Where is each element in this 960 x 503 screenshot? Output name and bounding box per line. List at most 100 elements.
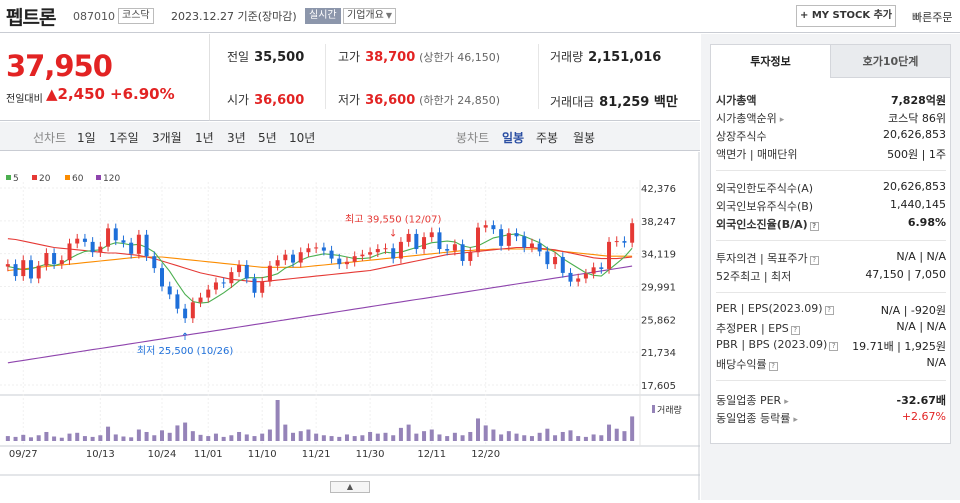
y-tick-label: 34,119 [641,250,676,261]
volume-bar [344,434,349,441]
high-value: 38,700 [365,50,416,65]
stock-name: 펩트론 [6,7,56,29]
tab-invest-info[interactable]: 투자정보 [711,45,830,78]
help-icon[interactable]: ? [768,362,778,371]
volume-bar [514,433,519,441]
candle-body [52,253,57,265]
x-tick-label: 12/20 [471,449,500,460]
volume-bar [599,435,604,441]
tab-10y[interactable]: 10년 [289,131,316,145]
w52-value: 47,150 | 7,050 [865,268,946,281]
tab-1y[interactable]: 1년 [195,131,214,145]
open-value: 36,600 [254,93,305,108]
pbr-label: PBR | BPS (2023.09) [716,338,828,351]
volume-bar [121,436,126,441]
mcap-rank-label-wrap: 시가총액순위 ▸ [716,110,784,126]
volume-bar [190,431,195,441]
row-sector-rate[interactable]: 동일업종 등락률 ▸ +2.67% [716,408,946,426]
tab-daily[interactable]: 일봉 [502,131,525,145]
volume-bar [221,436,226,441]
candle-body [213,282,218,290]
volume-bar [252,436,257,441]
dividend-label: 배당수익률 [716,358,767,371]
volume-bar [206,436,211,441]
stock-code: 087010 [73,10,115,23]
volume-bar [113,434,118,441]
volume-value: 2,151,016 [588,50,662,65]
volume-bar [129,437,134,441]
candle-body [21,260,26,277]
candle-body [429,232,434,238]
divider [716,292,946,293]
volume-bar [452,432,457,441]
sector-per-label-wrap: 동일업종 PER ▸ [716,392,789,408]
volume-bar [52,436,57,441]
candle-chart-label: 봉차트 [456,131,490,145]
candle-body [244,264,249,279]
candle-body [491,225,496,230]
tab-1d[interactable]: 1일 [77,131,96,145]
tab-monthly[interactable]: 월봉 [573,131,596,145]
volume-bar [75,432,80,441]
high-label: 고가 [338,50,361,64]
tab-5y[interactable]: 5년 [258,131,277,145]
row-foreign-limit: 외국인한도주식수(A) 20,626,853 [716,178,946,196]
company-overview-button[interactable]: 기업개요 ▼ [343,8,396,24]
volume-bar [82,436,87,441]
candle-body [36,265,41,279]
help-icon[interactable]: ? [809,256,819,265]
candle-body [537,243,542,252]
help-icon[interactable]: ? [829,342,839,351]
candle-body [129,242,134,254]
volume-bar [476,418,480,441]
candle-body [190,302,195,319]
row-mcap-rank[interactable]: 시가총액순위 ▸ 코스닥 86위 [716,108,946,126]
line-chart-label: 선차트 [33,131,67,145]
candle-body [252,278,257,293]
candle-body [499,229,504,246]
volume-bar [160,430,164,441]
ma5-line [7,233,633,304]
tab-3m[interactable]: 3개월 [152,131,182,145]
help-icon[interactable]: ? [809,222,819,231]
foreign-ratio-label-wrap: 외국인소진율(B/A)? [716,216,819,232]
row-dividend: 배당수익률? N/A [716,354,946,372]
volume-bar [368,431,373,441]
legend-label: 20 [39,174,51,184]
candle-body [360,254,365,257]
stock-chart[interactable]: 5 20 60 120 42,376 38,247 34,119 29,991 25,862 21… [0,152,700,500]
volume-bar [460,435,465,441]
tab-1w[interactable]: 1주일 [109,131,139,145]
help-icon[interactable]: ? [790,326,800,335]
x-tick-label: 12/11 [417,449,446,460]
candle-body [406,233,411,242]
candle-body [221,282,226,284]
x-tick-label: 11/10 [248,449,277,460]
volume-bar [406,424,411,441]
tab-weekly[interactable]: 주봉 [536,131,559,145]
realtime-badge[interactable]: 실시간 [305,8,341,24]
candle-body [437,232,442,250]
add-mystock-button[interactable]: + MY STOCK 추가 [796,5,896,27]
row-opinion: 투자의견 | 목표주가? N/A | N/A [716,248,946,266]
candle-body [545,251,550,265]
quick-order-link[interactable]: 빠른주문 [912,11,953,24]
par-value: 500원 | 1주 [887,148,946,161]
shares-value: 20,626,853 [883,128,946,141]
tab-3y[interactable]: 3년 [227,131,246,145]
candle-body [144,234,149,257]
volume-bar [398,427,403,441]
amount-label: 거래대금 [550,95,595,109]
low-label: 저가 [338,93,361,107]
volume-bar [437,434,442,441]
chart-expand-button[interactable]: ▲ [330,481,370,493]
x-tick-label: 10/13 [86,449,115,460]
chevron-down-icon: ▼ [385,11,392,20]
volume-bar [213,433,218,441]
tab-ask10[interactable]: 호가10단계 [830,45,950,78]
low-value: 36,600 [365,93,416,108]
help-icon[interactable]: ? [824,306,834,315]
legend-swatch [6,175,11,180]
volume-bar [106,426,111,441]
min-arrow: ↑ [181,332,189,343]
